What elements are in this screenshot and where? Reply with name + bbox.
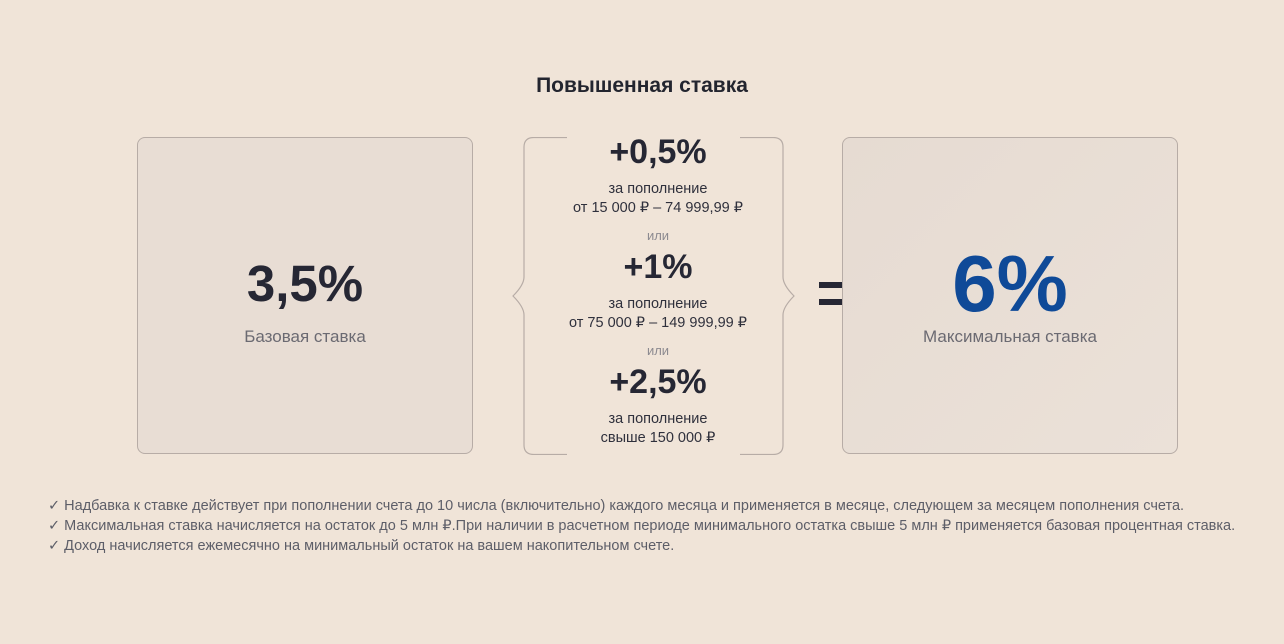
bonus-item: +1% за пополнение от 75 000 ₽ – 149 999,… [525, 247, 791, 333]
bonus-desc-line1: за пополнение [608, 181, 708, 197]
bonus-desc-line2: свыше 150 000 ₽ [600, 430, 716, 446]
note-item: ✓ Надбавка к ставке действует при пополн… [48, 498, 1185, 514]
base-rate-value: 3,5% [246, 255, 364, 312]
or-separator: или [646, 228, 670, 243]
max-rate-label: Максимальная ставка [923, 327, 1097, 346]
max-rate-value: 6% [952, 239, 1068, 328]
bonus-desc-line2: от 75 000 ₽ – 149 999,99 ₽ [569, 315, 747, 331]
base-rate-card: 3,5% Базовая ставка [137, 137, 473, 454]
right-brace-icon [740, 137, 795, 455]
bonus-list: +0,5% за пополнение от 15 000 ₽ – 74 999… [525, 132, 791, 448]
bonus-desc-line1: за пополнение [608, 296, 708, 312]
left-brace-icon [512, 137, 567, 455]
bonus-value: +1% [623, 248, 693, 286]
note-item: ✓ Доход начисляется ежемесячно на минима… [48, 538, 675, 554]
bonus-desc-line2: от 15 000 ₽ – 74 999,99 ₽ [573, 200, 743, 216]
or-separator: или [646, 343, 670, 358]
bonus-item: +2,5% за пополнение свыше 150 000 ₽ [525, 362, 791, 448]
section-title: Повышенная ставка [536, 74, 748, 97]
bonus-item: +0,5% за пополнение от 15 000 ₽ – 74 999… [525, 132, 791, 218]
equals-icon [819, 282, 861, 316]
bonus-value: +0,5% [609, 133, 707, 171]
bonus-desc-line1: за пополнение [608, 411, 708, 427]
max-rate-card: 6% Максимальная ставка [842, 137, 1178, 454]
base-rate-label: Базовая ставка [244, 327, 366, 346]
note-item: ✓ Максимальная ставка начисляется на ост… [48, 518, 1236, 534]
notes-list: ✓ Надбавка к ставке действует при пополн… [48, 496, 1248, 556]
bonus-value: +2,5% [609, 363, 707, 401]
